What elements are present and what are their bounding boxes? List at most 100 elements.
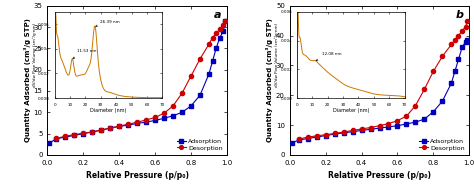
Adsorption xyxy=(217,36,223,39)
Adsorption xyxy=(210,60,215,62)
Desorption xyxy=(143,119,149,121)
Desorption xyxy=(213,32,219,35)
Desorption xyxy=(188,75,194,77)
Adsorption xyxy=(99,129,104,131)
Legend: Adsorption, Desorption: Adsorption, Desorption xyxy=(418,137,466,152)
Desorption xyxy=(220,24,226,26)
Adsorption xyxy=(403,123,409,125)
Adsorption xyxy=(134,122,140,125)
Desorption xyxy=(179,92,185,94)
Desorption xyxy=(341,131,346,133)
Adsorption xyxy=(81,132,86,135)
Desorption xyxy=(116,125,122,127)
Adsorption xyxy=(448,82,454,84)
Adsorption xyxy=(412,121,418,123)
Adsorption xyxy=(125,124,131,126)
Desorption xyxy=(421,88,427,90)
Desorption xyxy=(377,125,383,127)
Adsorption xyxy=(143,121,149,123)
Adsorption xyxy=(350,131,356,133)
Desorption xyxy=(54,137,59,139)
Desorption xyxy=(99,129,104,131)
Desorption xyxy=(448,43,454,46)
Adsorption xyxy=(368,128,374,130)
Adsorption xyxy=(332,133,337,135)
Desorption xyxy=(465,19,470,22)
Adsorption xyxy=(359,129,365,132)
Adsorption xyxy=(421,118,427,120)
Adsorption xyxy=(197,94,203,96)
Adsorption xyxy=(188,105,194,107)
Desorption xyxy=(206,43,212,45)
Desorption xyxy=(452,39,458,41)
Line: Adsorption: Adsorption xyxy=(47,19,227,145)
Desorption xyxy=(161,112,167,114)
Adsorption xyxy=(46,142,52,144)
Adsorption xyxy=(152,119,158,122)
Adsorption xyxy=(430,111,436,113)
Adsorption xyxy=(323,134,328,137)
Adsorption xyxy=(108,127,113,129)
Adsorption xyxy=(463,40,468,43)
Desorption xyxy=(81,132,86,134)
Adsorption xyxy=(222,19,228,22)
Adsorption xyxy=(72,134,77,136)
Adsorption xyxy=(116,125,122,128)
Adsorption xyxy=(386,126,392,128)
Desorption xyxy=(459,30,465,32)
Adsorption xyxy=(90,131,95,133)
Desorption xyxy=(222,19,228,22)
Desorption xyxy=(430,70,436,73)
Text: a: a xyxy=(214,10,221,20)
Adsorption xyxy=(289,142,294,144)
Desorption xyxy=(152,116,158,119)
Y-axis label: Quantity Adsorbed (cm³/g STP): Quantity Adsorbed (cm³/g STP) xyxy=(266,18,273,142)
Desorption xyxy=(108,127,113,129)
Desorption xyxy=(296,138,301,140)
Desorption xyxy=(63,135,68,137)
Adsorption xyxy=(213,47,219,50)
Adsorption xyxy=(395,125,401,127)
Adsorption xyxy=(377,127,383,129)
Desorption xyxy=(359,128,365,130)
Adsorption xyxy=(161,117,167,119)
Adsorption xyxy=(179,111,185,113)
X-axis label: Relative Pressure (p/p₀): Relative Pressure (p/p₀) xyxy=(328,171,431,180)
Desorption xyxy=(439,55,445,58)
Desorption xyxy=(134,121,140,123)
Line: Adsorption: Adsorption xyxy=(290,38,470,145)
Desorption xyxy=(412,105,418,107)
Desorption xyxy=(314,135,319,137)
Desorption xyxy=(217,28,223,30)
Desorption xyxy=(90,131,95,133)
Desorption xyxy=(210,36,215,39)
X-axis label: Relative Pressure (p/p₀): Relative Pressure (p/p₀) xyxy=(86,171,189,180)
Desorption xyxy=(403,115,409,117)
Desorption xyxy=(368,126,374,129)
Text: b: b xyxy=(456,10,464,20)
Desorption xyxy=(323,134,328,136)
Desorption xyxy=(350,129,356,132)
Adsorption xyxy=(63,136,68,138)
Adsorption xyxy=(456,58,461,60)
Adsorption xyxy=(54,138,59,140)
Line: Desorption: Desorption xyxy=(297,19,470,141)
Desorption xyxy=(197,58,203,60)
Adsorption xyxy=(296,139,301,141)
Desorption xyxy=(72,133,77,136)
Desorption xyxy=(170,105,176,107)
Y-axis label: Quantity Adsorbed (cm³/g STP): Quantity Adsorbed (cm³/g STP) xyxy=(24,18,31,142)
Adsorption xyxy=(170,115,176,117)
Adsorption xyxy=(459,46,465,49)
Adsorption xyxy=(206,73,212,75)
Adsorption xyxy=(465,39,470,41)
Adsorption xyxy=(452,70,458,73)
Adsorption xyxy=(220,30,226,32)
Desorption xyxy=(305,136,310,138)
Desorption xyxy=(456,34,461,37)
Line: Desorption: Desorption xyxy=(55,19,227,140)
Legend: Adsorption, Desorption: Adsorption, Desorption xyxy=(175,137,224,152)
Desorption xyxy=(332,132,337,135)
Adsorption xyxy=(341,132,346,134)
Desorption xyxy=(386,122,392,125)
